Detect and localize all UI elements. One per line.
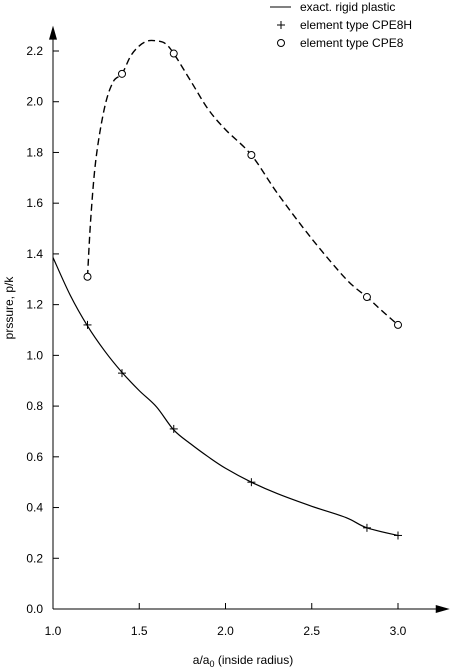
series-line-cpe8: [86, 39, 399, 326]
y-axis-label: prssure, p/k: [2, 276, 16, 340]
y-tick-label: 2.2: [26, 44, 43, 58]
y-tick-label: 0.0: [26, 602, 43, 616]
point-cpe8h: [83, 320, 92, 329]
y-tick-label: 1.0: [26, 348, 43, 362]
point-cpe8h: [169, 424, 178, 433]
y-tick-label: 1.6: [26, 196, 43, 210]
y-ticks: 0.0 0.2 0.4 0.6 0.8 1.0 1.2 1.4 1.6 1.8 2.0 2.2: [26, 44, 59, 616]
point-cpe8: [247, 150, 256, 159]
point-cpe8: [362, 293, 371, 302]
x-tick-label: 3.0: [390, 624, 407, 638]
x-axis-label-rest: (inside radius): [215, 653, 294, 667]
x-axis-label-main: a/a: [193, 653, 210, 667]
legend-circle-marker: [277, 39, 285, 47]
series-layer: [52, 39, 402, 540]
legend-label-exact: exact. rigid plastic: [300, 0, 395, 14]
y-tick-label: 0.2: [26, 551, 43, 565]
point-cpe8: [394, 320, 402, 329]
y-tick-label: 0.4: [26, 501, 43, 515]
y-tick-label: 1.4: [26, 247, 43, 261]
y-tick-label: 1.2: [26, 298, 43, 312]
y-axis-arrow: [49, 25, 57, 40]
point-cpe8h: [247, 478, 256, 487]
y-tick-label: 2.0: [26, 95, 43, 109]
x-tick-label: 2.0: [217, 624, 234, 638]
y-tick-label: 0.8: [26, 399, 43, 413]
legend-plus-marker: [277, 21, 285, 29]
series-line-exact-rigid-plastic: [52, 257, 399, 537]
x-tick-label: 1.0: [45, 624, 62, 638]
legend-label-cpe8: element type CPE8: [300, 36, 404, 50]
point-cpe8h: [394, 531, 402, 540]
axes: [49, 25, 450, 613]
x-axis-label: a/a0 (inside radius): [193, 653, 293, 669]
legend: exact. rigid plastic element type CPE8H …: [270, 0, 412, 50]
x-axis-label-subscript: 0: [209, 659, 214, 669]
x-ticks: 1.0 1.5 2.0 2.5 3.0: [45, 603, 407, 638]
point-cpe8h: [118, 369, 126, 378]
y-tick-label: 1.8: [26, 145, 43, 159]
x-tick-label: 2.5: [303, 624, 320, 638]
point-cpe8: [118, 69, 126, 78]
point-cpe8: [169, 49, 178, 58]
legend-label-cpe8h: element type CPE8H: [300, 18, 412, 32]
x-tick-label: 1.5: [131, 624, 148, 638]
y-tick-label: 0.6: [26, 450, 43, 464]
x-axis-arrow: [435, 605, 450, 613]
point-cpe8h: [362, 523, 371, 532]
point-cpe8: [83, 272, 92, 281]
